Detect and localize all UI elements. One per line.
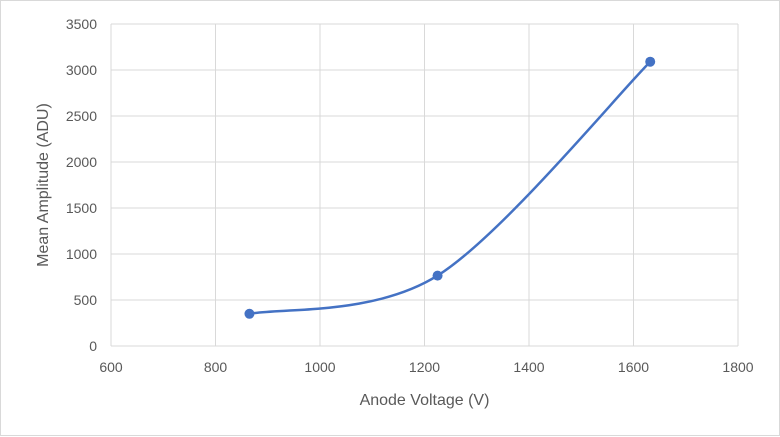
y-tick-label: 500 [74, 292, 98, 308]
y-tick-label: 1000 [66, 246, 97, 262]
x-tick-label: 1600 [618, 359, 649, 375]
y-tick-label: 3500 [66, 16, 97, 32]
data-point [432, 270, 443, 281]
y-tick-label: 3000 [66, 62, 97, 78]
y-tick-label: 2000 [66, 154, 97, 170]
y-axis-title: Mean Amplitude (ADU) [35, 103, 52, 267]
x-axis-title: Anode Voltage (V) [360, 392, 490, 409]
x-tick-label: 1200 [409, 359, 440, 375]
data-point [645, 56, 656, 67]
y-tick-label: 1500 [66, 200, 97, 216]
x-tick-label: 1800 [722, 359, 753, 375]
x-tick-label: 1000 [304, 359, 335, 375]
y-tick-label: 2500 [66, 108, 97, 124]
y-tick-label: 0 [89, 338, 97, 354]
x-tick-label: 600 [99, 359, 123, 375]
grid [110, 23, 739, 347]
data-point [244, 308, 255, 319]
series-line [248, 60, 652, 316]
series-layer [244, 56, 656, 319]
tick-labels: 0 500 1000 1500 2000 2500 3000 3500 600 800 1000 12… [66, 16, 754, 375]
x-tick-label: 1400 [513, 359, 544, 375]
x-tick-label: 800 [204, 359, 228, 375]
